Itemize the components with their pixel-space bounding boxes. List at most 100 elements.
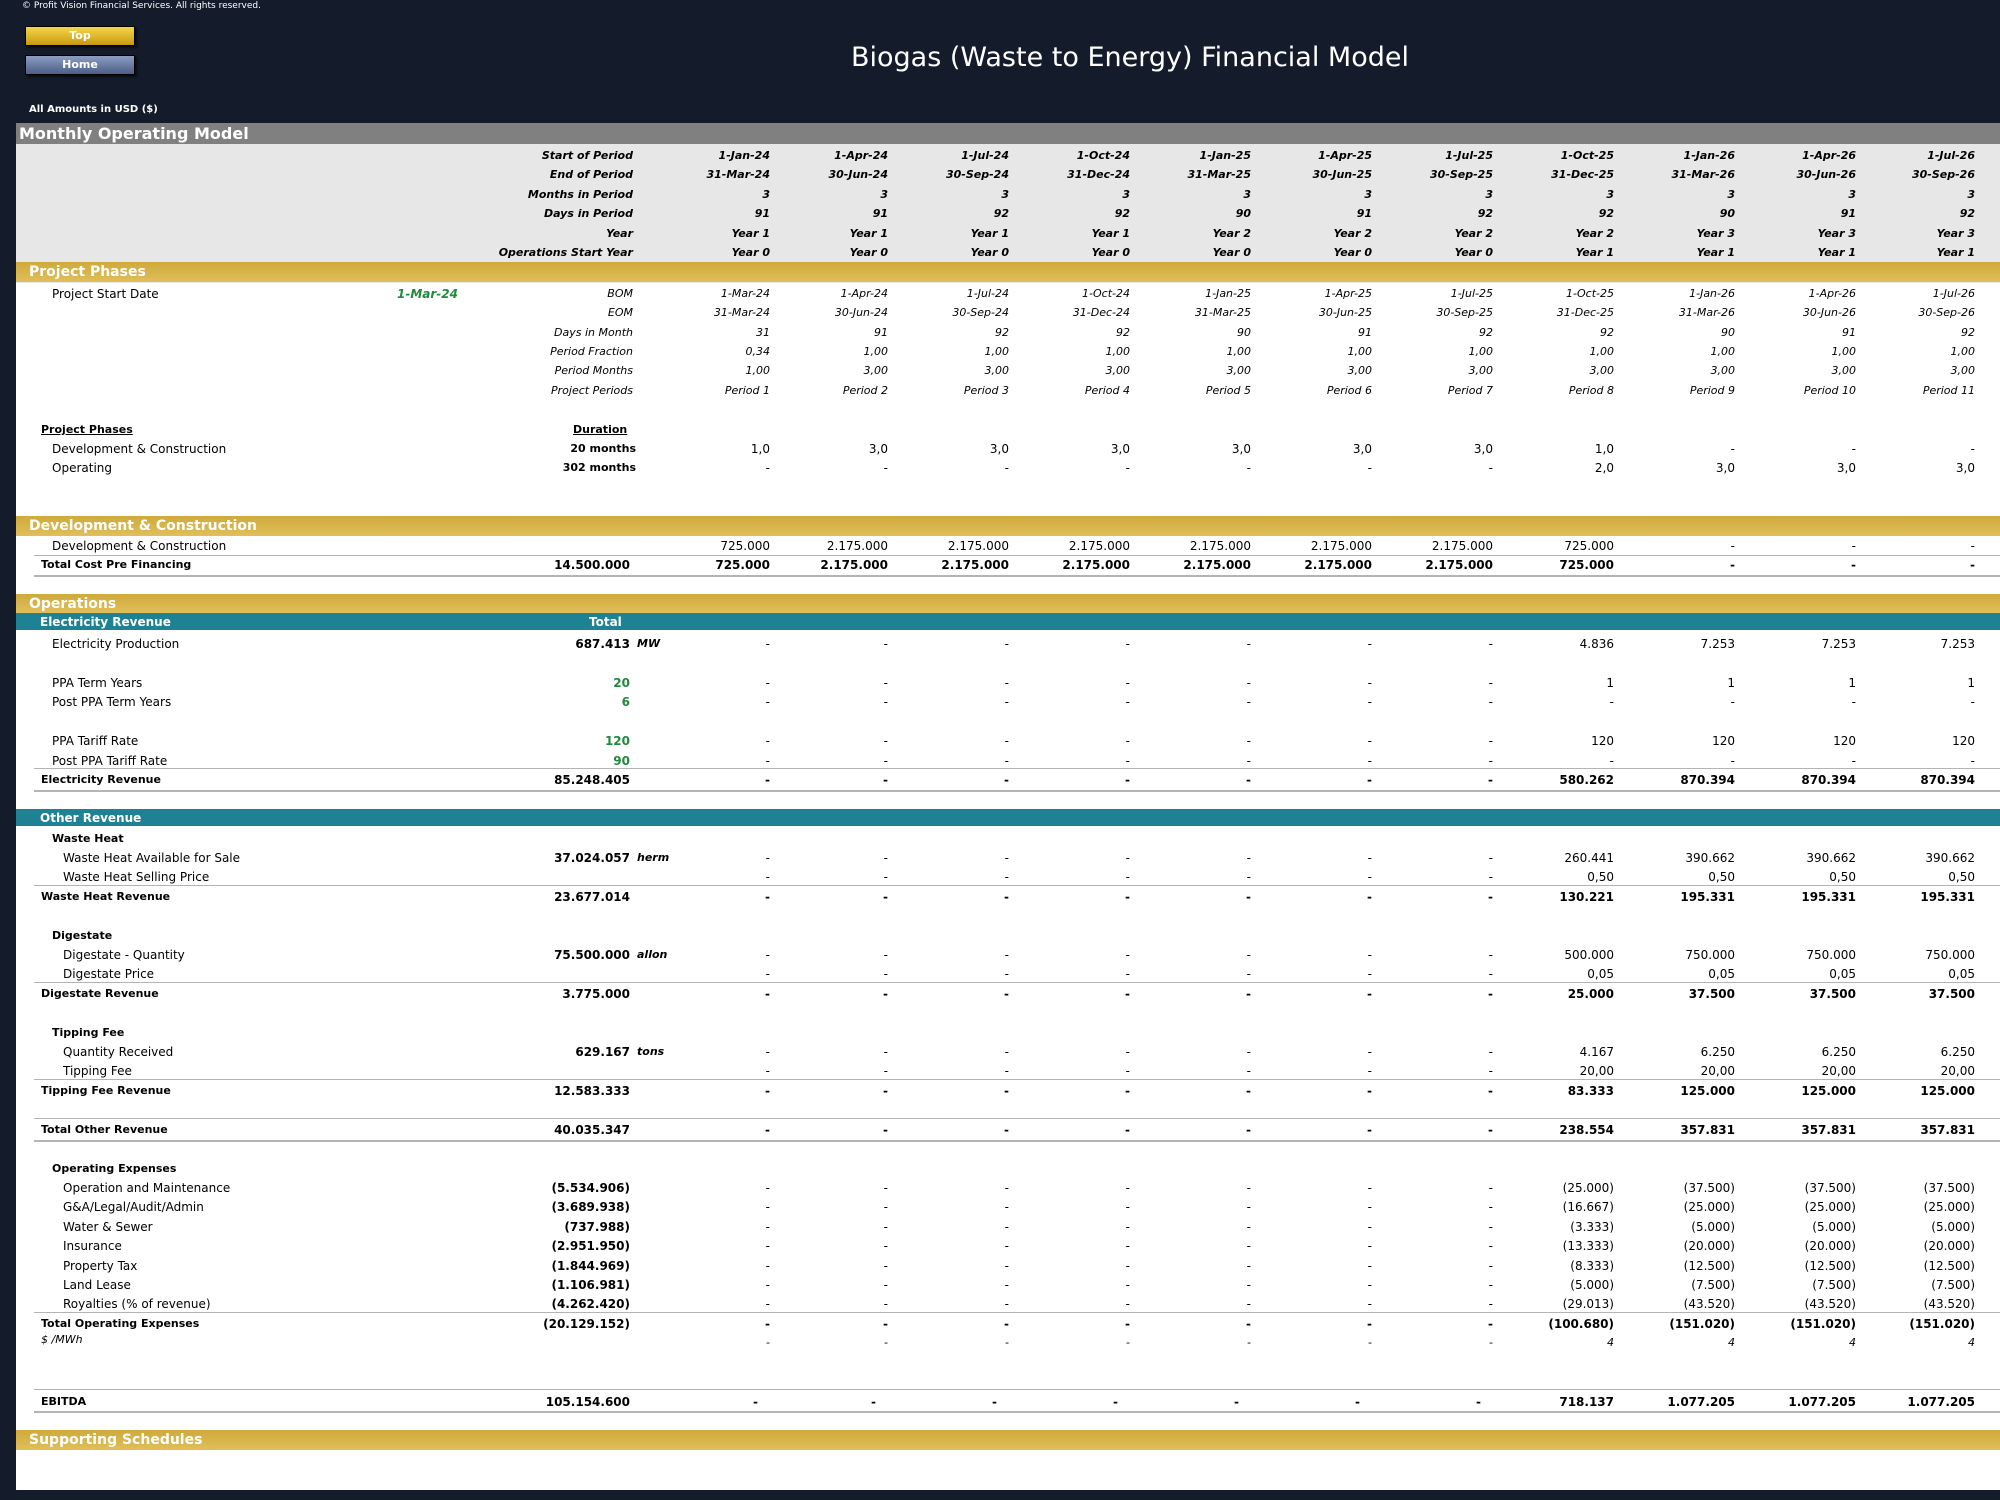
opex-cell: - (1246, 1239, 1251, 1253)
period-header-cell: 1-Oct-24 (1076, 149, 1130, 162)
opex-label: Operation and Maintenance (63, 1181, 231, 1195)
opex-heading: Operating Expenses (52, 1162, 177, 1175)
waste_heat_revenue-cell: - (765, 890, 770, 904)
waste_heat_available-cell: - (765, 851, 770, 865)
total_opex-cell: - (1125, 1317, 1130, 1331)
digestate_quantity-cell: - (765, 948, 770, 962)
row-divider (34, 1389, 2000, 1390)
digestate_price-cell: 0,05 (1587, 967, 1614, 981)
per-mwh-cell: - (1126, 1336, 1130, 1349)
tipping_fee-cell: - (1488, 1064, 1493, 1078)
period-header-cell: 31-Mar-26 (1671, 168, 1735, 181)
period-header-cell: 30-Sep-25 (1429, 168, 1493, 181)
timeline-cell: 1,00 (1468, 345, 1494, 358)
top-button[interactable]: Top (25, 26, 135, 46)
dev-construction-cell: - (1970, 539, 1975, 553)
ebitda-cell: - (1113, 1395, 1118, 1409)
electricity_revenue-cell: - (883, 773, 888, 787)
section-band-operations: Operations (16, 594, 2000, 613)
waste_heat_price-cell: - (1367, 870, 1372, 884)
digestate_revenue-cell: - (765, 987, 770, 1001)
digestate_price-cell: 0,05 (1708, 967, 1735, 981)
opex-cell: - (883, 1259, 888, 1273)
total-cost-cell: 2.175.000 (1304, 558, 1372, 572)
opex-cell: - (1125, 1200, 1130, 1214)
timeline-cell: Period 10 (1803, 384, 1856, 397)
opex-cell: - (1488, 1181, 1493, 1195)
period-header-cell: 91 (1840, 207, 1856, 220)
timeline-cell: 91 (874, 326, 888, 339)
subsection-band-other-revenue: Other Revenue (16, 809, 2000, 826)
total_other_revenue-cell: 357.831 (1920, 1123, 1975, 1137)
tipping_fee-cell: - (883, 1064, 888, 1078)
period-header-cell: 3 (1243, 188, 1251, 201)
per-mwh-cell: 4 (1607, 1336, 1614, 1349)
row-divider (34, 555, 2000, 556)
waste_heat_revenue-label: Waste Heat Revenue (41, 890, 171, 903)
period-header-cell: 3 (1606, 188, 1614, 201)
electricity_revenue-cell: 580.262 (1559, 773, 1614, 787)
period-header-cell: Year 2 (1333, 227, 1372, 240)
home-button[interactable]: Home (25, 55, 135, 75)
spreadsheet-area: Monthly Operating Model Project Phases D… (16, 123, 2000, 1490)
period-header-cell: Year 3 (1696, 227, 1735, 240)
electricity_revenue-cell: 870.394 (1680, 773, 1735, 787)
period-header-cell: 1-Apr-24 (834, 149, 888, 162)
total_other_revenue-cell: - (883, 1123, 888, 1137)
opex-cell: (5.000) (1691, 1220, 1735, 1234)
phase-cell: 3,0 (989, 442, 1009, 456)
tipping_fee-cell: - (1125, 1064, 1130, 1078)
digestate_revenue-cell: - (1004, 987, 1009, 1001)
period-header-cell: 31-Dec-24 (1067, 168, 1130, 181)
total_opex-cell: - (1367, 1317, 1372, 1331)
ebitda-cell: 1.077.205 (1907, 1395, 1975, 1409)
quantity_received-cell: 6.250 (1821, 1045, 1856, 1059)
ppa_tariff-cell: 120 (1712, 734, 1735, 748)
period-header-cell: 92 (1477, 207, 1493, 220)
opex-total: (2.951.950) (551, 1239, 630, 1253)
ebitda-cell: - (1234, 1395, 1239, 1409)
period-header-cell: 92 (1959, 207, 1975, 220)
period-header-cell: 1-Jul-25 (1445, 149, 1493, 162)
row-divider (34, 1411, 2000, 1413)
waste_heat_revenue-cell: 130.221 (1559, 890, 1614, 904)
digestate_quantity-label: Digestate - Quantity (63, 948, 185, 962)
dev-construction-cell: 725.000 (720, 539, 770, 553)
opex-label: Land Lease (63, 1278, 131, 1292)
digestate_price-cell: - (1246, 967, 1251, 981)
opex-cell: - (1246, 1259, 1251, 1273)
timeline-cell: Period 9 (1689, 384, 1735, 397)
waste_heat_revenue-cell: - (1367, 890, 1372, 904)
waste_heat_available-cell: - (1004, 851, 1009, 865)
post_ppa_term-cell: - (1730, 695, 1735, 709)
opex-cell: (29.013) (1562, 1297, 1614, 1311)
phase-duration: 302 months (562, 461, 636, 474)
opex-cell: (5.000) (1931, 1220, 1975, 1234)
timeline-cell: 92 (1479, 326, 1493, 339)
total_other_revenue-cell: 357.831 (1680, 1123, 1735, 1137)
period-header-label: Days in Period (543, 207, 633, 220)
ppa_term-total: 20 (613, 676, 630, 690)
phase-cell: 3,0 (1836, 461, 1856, 475)
section-band-supporting: Supporting Schedules (16, 1430, 2000, 1450)
period-header-cell: Year 0 (1212, 246, 1251, 259)
digestate_quantity-cell: 750.000 (1685, 948, 1735, 962)
timeline-cell: 1-Jul-24 (966, 287, 1009, 300)
quantity_received-label: Quantity Received (63, 1045, 174, 1059)
opex-cell: (43.520) (1683, 1297, 1735, 1311)
waste_heat_available-cell: 390.662 (1685, 851, 1735, 865)
tipping_fee-cell: - (1367, 1064, 1372, 1078)
electricity_production-label: Electricity Production (52, 637, 180, 651)
ebitda-cell: - (1355, 1395, 1360, 1409)
phase-duration: 20 months (570, 442, 636, 455)
period-header-label: Start of Period (541, 149, 633, 162)
period-header-cell: 30-Jun-26 (1796, 168, 1856, 181)
timeline-cell: 90 (1721, 326, 1735, 339)
section-label-supporting: Supporting Schedules (29, 1432, 203, 1448)
period-header-cell: 30-Jun-25 (1312, 168, 1372, 181)
digestate_price-cell: - (1125, 967, 1130, 981)
waste_heat_price-cell: - (883, 870, 888, 884)
electricity_production-total: 687.413 (575, 637, 630, 651)
subsection-label-other-revenue: Other Revenue (40, 811, 142, 825)
opex-cell: (37.500) (1804, 1181, 1856, 1195)
